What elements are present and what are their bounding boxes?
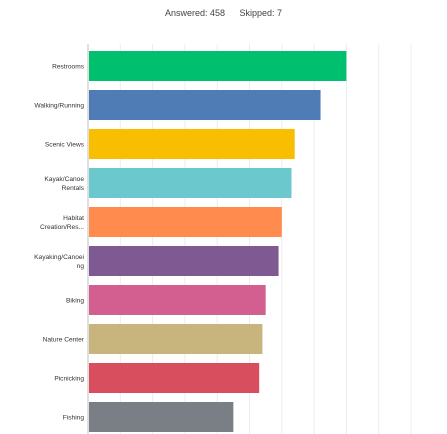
category-label: Rentals [62, 185, 85, 192]
category-label: Kayak/Canoe [44, 176, 84, 183]
category-label: Kayaking/Canoei [34, 254, 84, 261]
bars [89, 51, 347, 432]
category-label: Fishing [63, 415, 85, 422]
category-label: ng [77, 263, 85, 270]
category-label: Scenic Views [45, 142, 85, 149]
response-stats: Answered: 458 Skipped: 7 [0, 8, 447, 18]
bar [89, 324, 263, 354]
category-label: Biking [66, 298, 84, 305]
bar [89, 363, 260, 393]
bar [89, 402, 234, 432]
bar [89, 90, 321, 120]
bar [89, 51, 347, 81]
bar [89, 285, 266, 315]
skipped-count: Skipped: 7 [239, 8, 283, 18]
category-label: Restrooms [52, 64, 85, 71]
category-label: Habitat [63, 215, 84, 222]
category-labels: Restrooms Walking/Running Scenic Views Kaya… [34, 64, 85, 422]
bar [89, 129, 295, 159]
bar [89, 207, 282, 237]
bar [89, 246, 279, 276]
category-label: Nature Center [43, 337, 85, 344]
answered-count: Answered: 458 [164, 8, 225, 18]
category-label: Creation/Res... [40, 224, 84, 231]
category-label: Walking/Running [34, 103, 84, 110]
bar [89, 168, 292, 198]
category-label: Picnicking [54, 376, 84, 383]
